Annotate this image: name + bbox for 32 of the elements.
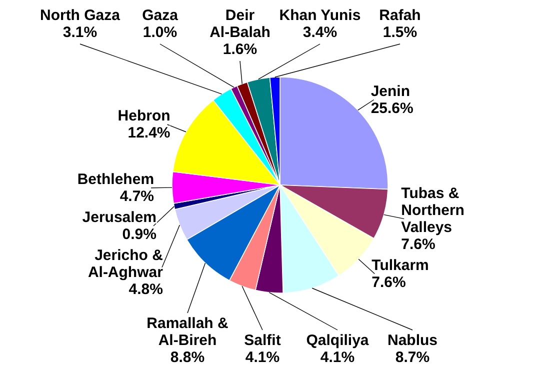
slice-label: Tubas & Northern Valleys [401,184,464,236]
data-label: 4.7% [120,188,154,205]
data-label: 4.1% [320,349,355,366]
slice-label: Gaza [142,7,179,24]
data-label: 8.7% [395,349,430,366]
slice-label: Tulkarm [372,256,429,274]
slice-label: Bethlehem [77,170,154,188]
data-label: 4.1% [245,349,280,366]
data-label: 7.6% [372,274,406,291]
slice-label: Jenin [370,82,410,100]
data-label: 1.0% [142,24,178,41]
data-label: 1.5% [382,24,418,41]
slice-label: Hebron [118,108,170,125]
data-label: 1.6% [222,41,258,58]
slice-label: Qalqiliya [306,332,370,349]
slice-label: Jerusalem [82,208,157,226]
slice-label: North Gaza [40,7,121,24]
slice-label: Khan Yunis [279,7,361,24]
data-label: 0.9% [122,226,157,243]
slice-label: Deir Al-Balah [210,7,270,41]
data-label: 3.1% [62,24,98,41]
data-label: 4.8% [128,280,163,298]
slice-label: Jericho & Al-Aghwar [88,246,164,281]
slice-label: Nablus [387,332,438,349]
data-label: 8.8% [170,349,205,366]
data-label: 3.4% [302,24,338,41]
data-label: 25.6% [370,100,414,117]
data-label: 7.6% [401,236,436,253]
slice-label: Rafah [379,7,421,24]
data-label: 12.4% [128,124,170,142]
slice-label: Salfit [244,332,281,349]
slice-label: Ramallah & Al-Bireh [146,315,229,349]
